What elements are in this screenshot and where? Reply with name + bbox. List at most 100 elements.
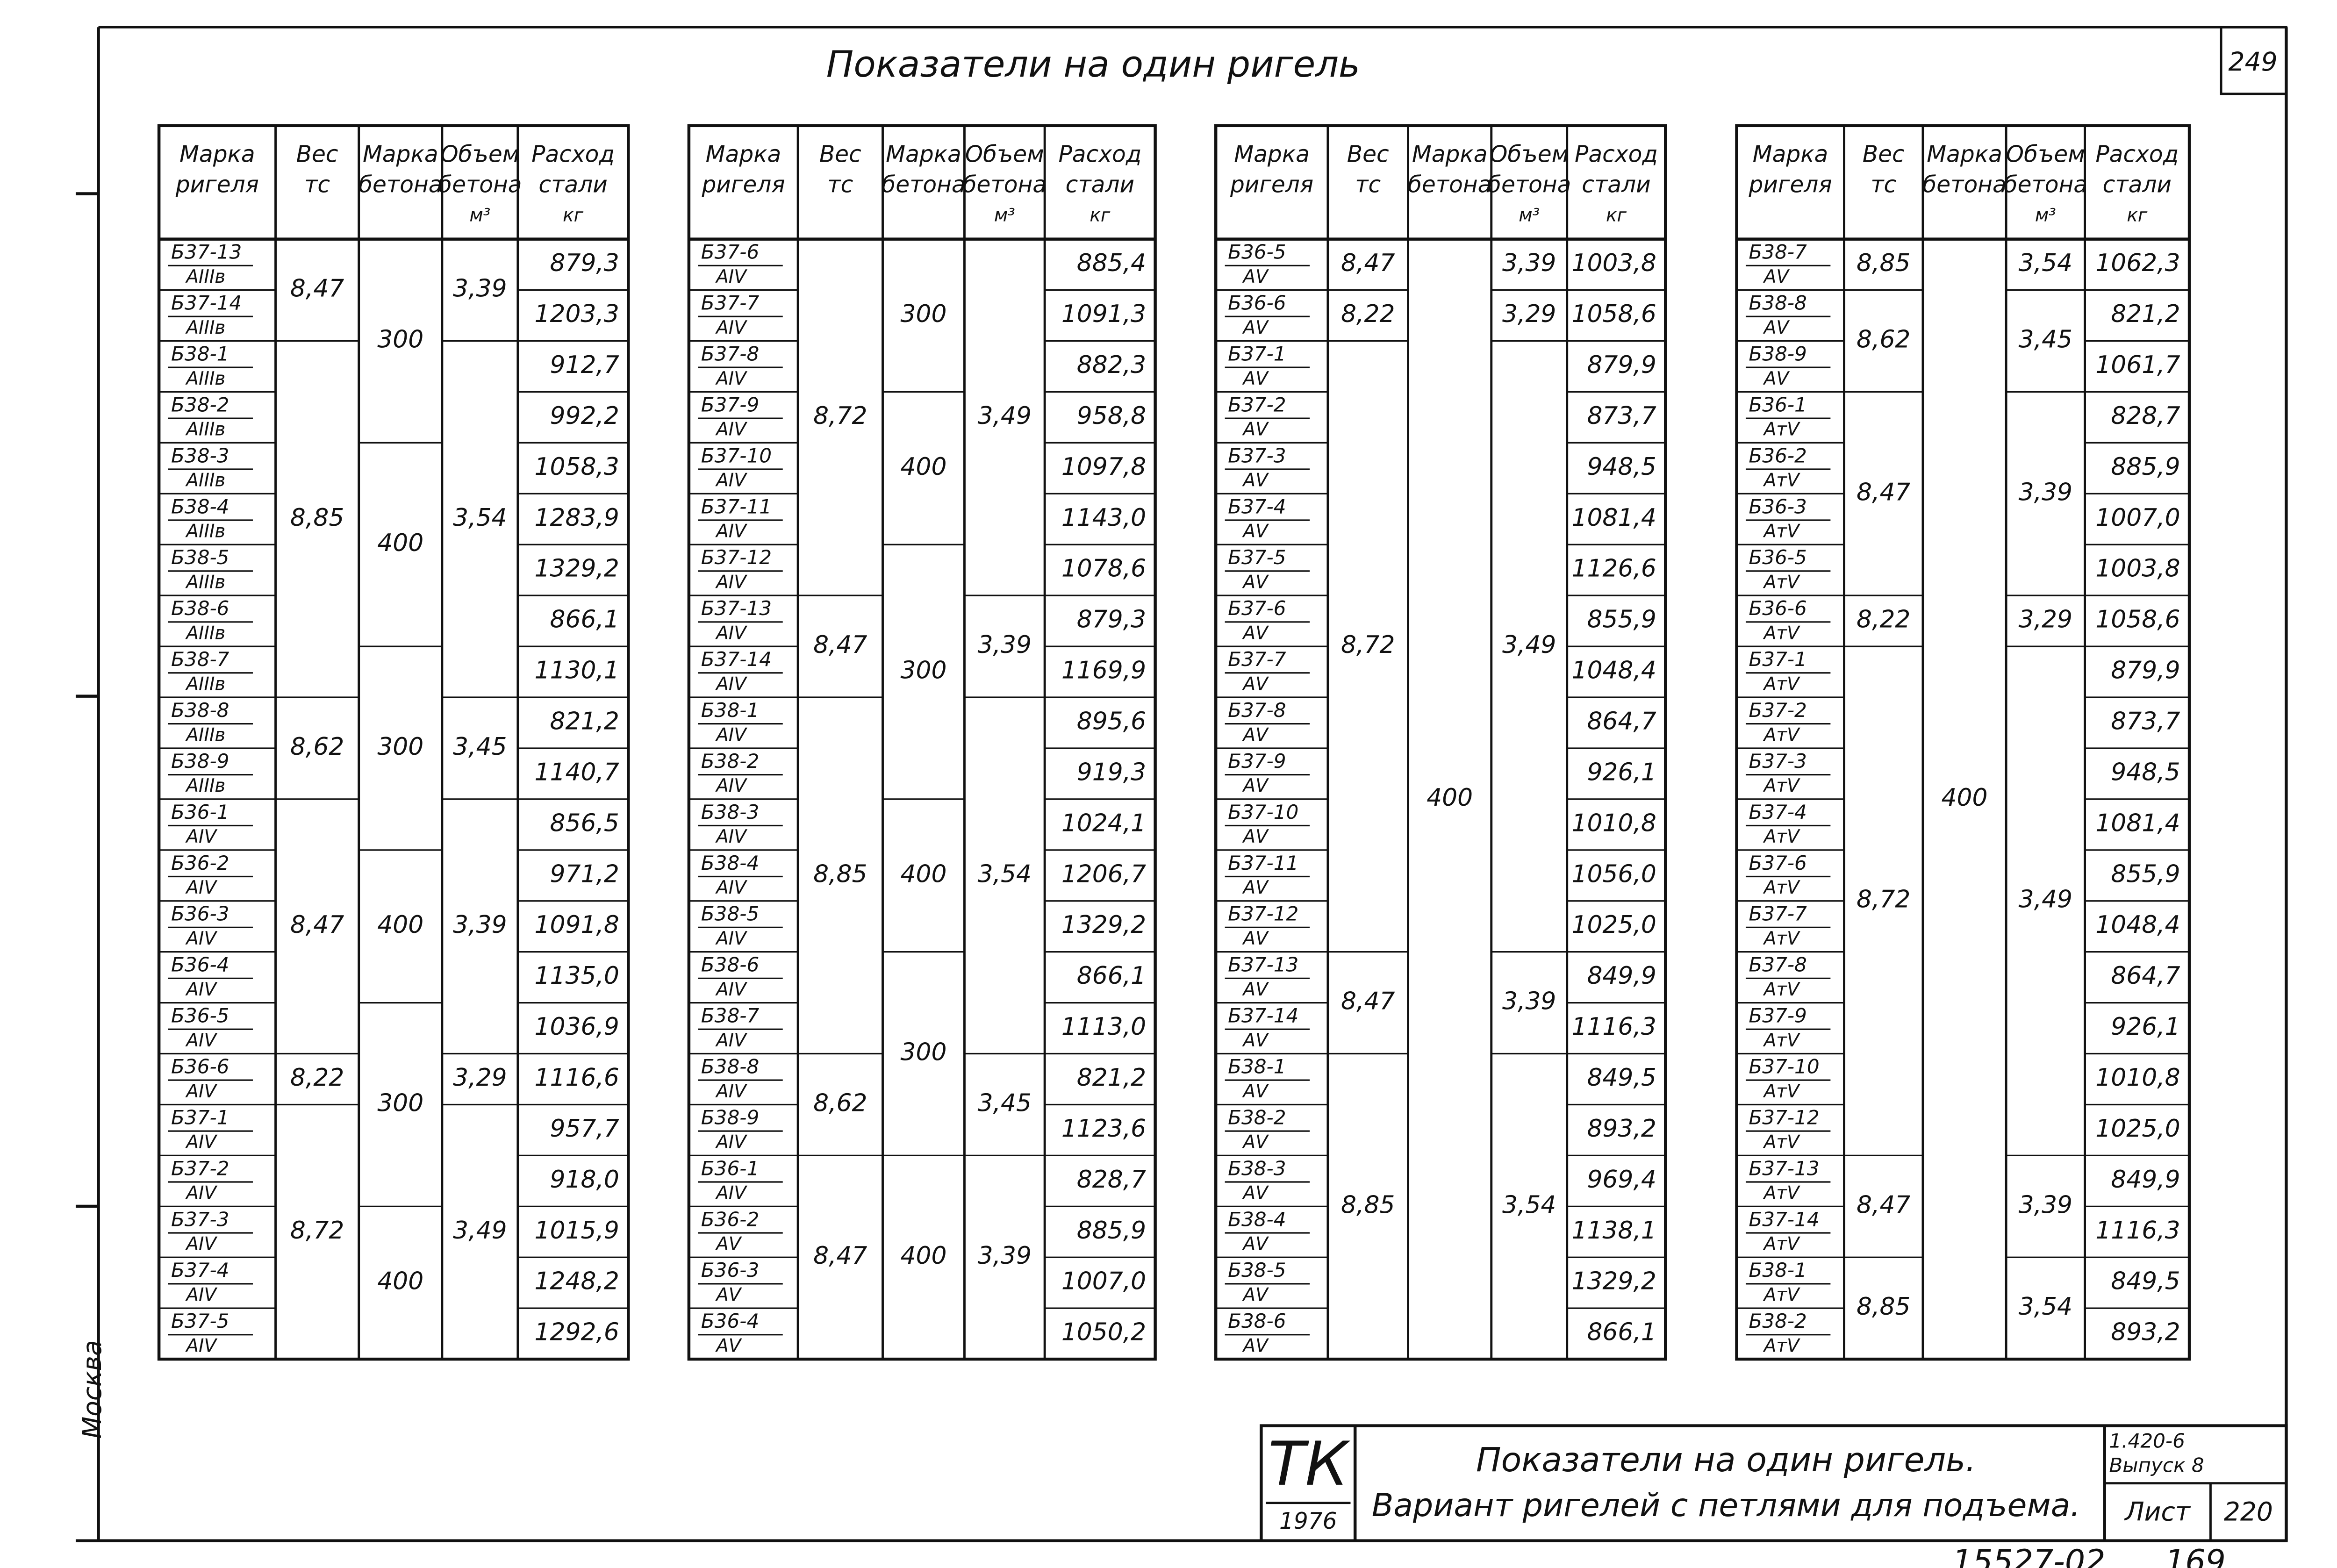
beam-mark: Б37-3 bbox=[1749, 750, 1807, 773]
beam-mark: Б36-2 bbox=[171, 852, 229, 874]
beam-mark: Б38-2 bbox=[1228, 1106, 1286, 1129]
header-label: Марка bbox=[179, 142, 255, 168]
rebar-class: АIV bbox=[185, 1335, 217, 1356]
steel-value: 1061,7 bbox=[2095, 351, 2180, 379]
volume-value: 3,45 bbox=[453, 733, 507, 761]
volume-value: 3,39 bbox=[2019, 478, 2072, 506]
header-label: стали bbox=[1582, 172, 1650, 198]
steel-value: 1091,8 bbox=[535, 911, 619, 939]
header-label: тс bbox=[1355, 172, 1381, 198]
beam-mark: Б37-3 bbox=[171, 1208, 229, 1231]
beam-mark: Б38-2 bbox=[171, 393, 229, 416]
beam-mark: Б36-3 bbox=[1749, 495, 1807, 518]
rebar-class: АV bbox=[1241, 317, 1269, 338]
steel-value: 885,4 bbox=[1077, 249, 1146, 277]
header-label: бетона bbox=[358, 172, 442, 198]
steel-value: 866,1 bbox=[550, 606, 619, 634]
beam-mark: Б37-2 bbox=[1228, 393, 1286, 416]
volume-value: 3,39 bbox=[453, 275, 507, 303]
steel-value: 882,3 bbox=[1077, 351, 1146, 379]
steel-value: 1062,3 bbox=[2095, 249, 2180, 277]
rebar-class: АV bbox=[715, 1285, 742, 1306]
beam-mark: Б37-4 bbox=[1228, 495, 1286, 518]
steel-value: 1203,3 bbox=[535, 300, 619, 328]
weight-value: 8,47 bbox=[1857, 1191, 1910, 1219]
stamp-series: 1.420-6 bbox=[2109, 1430, 2185, 1453]
weight-value: 8,72 bbox=[1857, 886, 1910, 914]
rebar-class: АV bbox=[1241, 826, 1269, 847]
rebar-class: АV bbox=[1241, 1335, 1269, 1356]
header-label: кг bbox=[563, 205, 583, 226]
header-label: стали bbox=[2103, 172, 2172, 198]
sheet-number: 220 bbox=[2224, 1497, 2273, 1527]
volume-value: 3,29 bbox=[453, 1064, 507, 1092]
grade-value: 400 bbox=[901, 1242, 947, 1270]
beam-mark: Б36-5 bbox=[1228, 241, 1286, 264]
rebar-class: АтV bbox=[1763, 877, 1800, 898]
rebar-class: АV bbox=[1241, 724, 1269, 745]
page-number: 249 bbox=[2229, 47, 2278, 77]
rebar-class: АIIIв bbox=[185, 521, 225, 542]
volume-value: 3,54 bbox=[2019, 1293, 2072, 1321]
header-label: Вес bbox=[819, 142, 861, 168]
header-label: кг bbox=[1606, 205, 1627, 226]
weight-value: 8,62 bbox=[1857, 326, 1910, 354]
beam-mark: Б36-6 bbox=[1749, 597, 1807, 620]
steel-value: 1140,7 bbox=[535, 758, 619, 786]
weight-value: 8,85 bbox=[1857, 249, 1910, 277]
header-label: кг bbox=[2127, 205, 2147, 226]
steel-value: 828,7 bbox=[2111, 402, 2180, 430]
steel-value: 1116,6 bbox=[535, 1064, 619, 1092]
rebar-class: АV bbox=[1241, 979, 1269, 1000]
header-label: м³ bbox=[994, 205, 1015, 226]
beam-mark: Б37-3 bbox=[1228, 444, 1286, 467]
header-label: м³ bbox=[469, 205, 490, 226]
beam-mark: Б38-1 bbox=[1749, 1259, 1807, 1282]
weight-value: 8,72 bbox=[290, 1217, 344, 1245]
steel-value: 1143,0 bbox=[1061, 504, 1146, 532]
steel-value: 1056,0 bbox=[1572, 860, 1656, 888]
stamp-year: 1976 bbox=[1279, 1508, 1337, 1534]
rebar-class: АV bbox=[1241, 1234, 1269, 1255]
beam-mark: Б38-6 bbox=[171, 597, 229, 620]
beam-mark: Б36-3 bbox=[701, 1259, 759, 1282]
steel-value: 1025,0 bbox=[2095, 1115, 2180, 1143]
rebar-class: АV bbox=[1241, 1285, 1269, 1306]
steel-value: 1116,3 bbox=[2095, 1217, 2180, 1245]
beam-mark: Б37-2 bbox=[171, 1157, 229, 1180]
steel-value: 1116,3 bbox=[1572, 1013, 1656, 1041]
steel-value: 849,5 bbox=[1587, 1064, 1656, 1092]
rebar-class: АтV bbox=[1763, 673, 1800, 695]
weight-value: 8,22 bbox=[1857, 606, 1910, 634]
steel-value: 918,0 bbox=[550, 1166, 619, 1194]
beam-mark: Б37-1 bbox=[171, 1106, 229, 1129]
beam-mark: Б37-13 bbox=[1228, 953, 1298, 976]
rebar-class: АIIIв bbox=[185, 419, 225, 440]
volume-value: 3,39 bbox=[2019, 1191, 2072, 1219]
steel-value: 855,9 bbox=[1587, 606, 1656, 634]
volume-value: 3,39 bbox=[978, 631, 1032, 659]
beam-mark: Б38-4 bbox=[701, 852, 759, 874]
steel-value: 866,1 bbox=[1587, 1318, 1656, 1346]
beam-mark: Б38-9 bbox=[1749, 343, 1807, 365]
steel-value: 873,7 bbox=[1587, 402, 1656, 430]
steel-value: 1015,9 bbox=[535, 1217, 619, 1245]
beam-mark: Б38-5 bbox=[701, 902, 759, 925]
header-label: тс bbox=[1871, 172, 1896, 198]
header-label: бетона bbox=[1408, 172, 1491, 198]
steel-value: 1048,4 bbox=[1572, 657, 1656, 685]
rebar-class: АIIIв bbox=[185, 724, 225, 745]
rebar-class: АV bbox=[1241, 521, 1269, 542]
beam-mark: Б38-6 bbox=[1228, 1310, 1286, 1332]
weight-value: 8,62 bbox=[813, 1089, 867, 1117]
rebar-class: АIV bbox=[715, 979, 747, 1000]
weight-value: 8,47 bbox=[813, 631, 867, 659]
rebar-class: АтV bbox=[1763, 1234, 1800, 1255]
beam-mark: Б38-3 bbox=[171, 444, 229, 467]
steel-value: 879,3 bbox=[1077, 606, 1146, 634]
steel-value: 849,9 bbox=[2111, 1166, 2180, 1194]
rebar-class: АV bbox=[1241, 1030, 1269, 1051]
grade-value: 400 bbox=[1942, 784, 1988, 812]
